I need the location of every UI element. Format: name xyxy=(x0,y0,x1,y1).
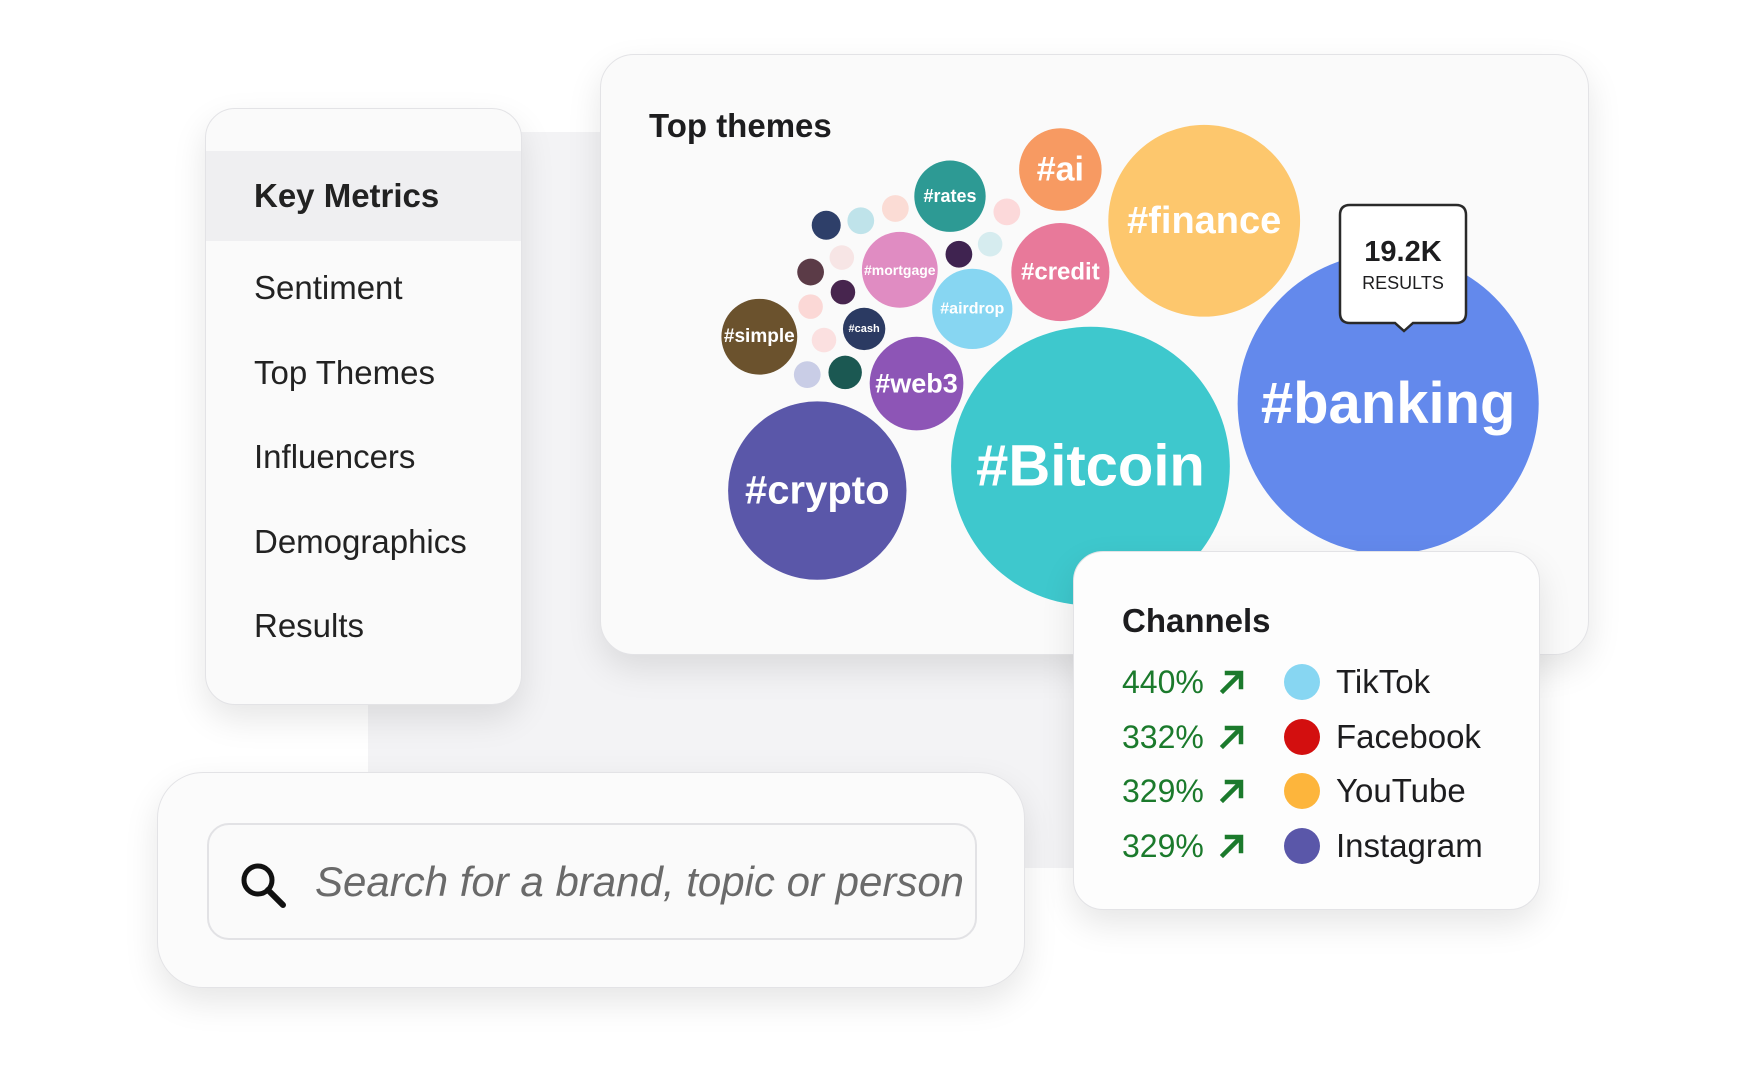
channel-change: 329% xyxy=(1122,773,1204,809)
trend-arrow xyxy=(1219,834,1244,858)
channel-row: 329% Instagram xyxy=(1122,824,1522,868)
trend-arrow xyxy=(1219,725,1244,749)
channel-name: Instagram xyxy=(1336,826,1483,864)
menu-item[interactable]: Key Metrics xyxy=(254,177,440,214)
search-box[interactable]: Search for a brand, topic or person xyxy=(207,823,977,940)
channels-title: Channels xyxy=(1122,602,1271,639)
menu-item[interactable]: Demographics xyxy=(254,523,467,560)
channel-change: 329% xyxy=(1122,827,1204,864)
trend-arrow xyxy=(1219,670,1244,695)
channel-dot xyxy=(1284,773,1320,809)
menu-card: Key Metrics Sentiment Top Themes Influencer… xyxy=(205,108,522,705)
channel-row: 332% Facebook xyxy=(1122,715,1522,759)
menu-item[interactable]: Results xyxy=(254,607,365,644)
channel-name: TikTok xyxy=(1336,663,1431,700)
menu-highlight xyxy=(206,151,521,241)
trend-arrow xyxy=(1219,779,1244,804)
channel-dot xyxy=(1284,664,1320,700)
search-card: Search for a brand, topic or person xyxy=(157,772,1025,988)
channel-row: 440% TikTok xyxy=(1122,660,1522,704)
channel-name: Facebook xyxy=(1336,717,1481,755)
channel-dot xyxy=(1284,827,1320,864)
search-placeholder: Search for a brand, topic or person xyxy=(315,858,965,905)
channel-row: 329% YouTube xyxy=(1122,769,1522,813)
themes-title: Top themes xyxy=(649,107,832,144)
menu-item[interactable]: Top Themes xyxy=(254,354,435,391)
menu-item[interactable]: Sentiment xyxy=(254,269,403,306)
channel-change: 332% xyxy=(1122,718,1204,755)
menu-item[interactable]: Influencers xyxy=(254,438,416,475)
channel-dot xyxy=(1284,718,1320,755)
channel-change: 440% xyxy=(1122,664,1204,700)
channel-name: YouTube xyxy=(1336,772,1466,809)
search-icon xyxy=(241,863,286,908)
channels-card: Channels 440% TikTok 332% Facebook 329% YouTu… xyxy=(1073,551,1540,910)
